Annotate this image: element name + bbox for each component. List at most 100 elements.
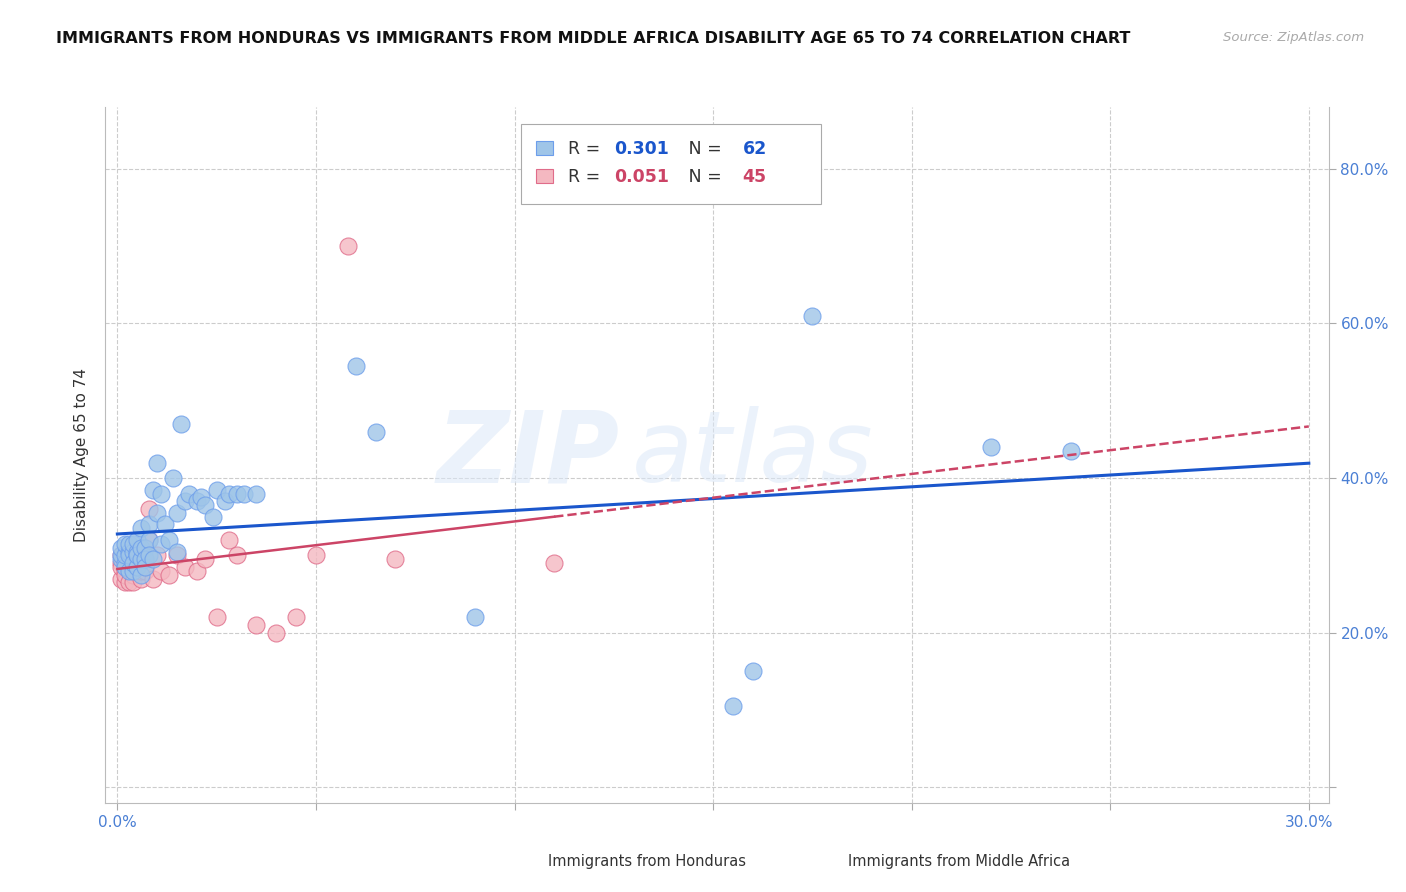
Point bbox=[194, 552, 217, 566]
Point bbox=[122, 567, 145, 582]
Point bbox=[142, 572, 165, 586]
Point bbox=[166, 549, 188, 563]
Point bbox=[118, 544, 141, 558]
Point bbox=[122, 556, 145, 570]
Point bbox=[134, 564, 156, 578]
Point bbox=[162, 471, 184, 485]
FancyBboxPatch shape bbox=[536, 169, 553, 183]
Point bbox=[138, 533, 160, 547]
Point bbox=[114, 537, 136, 551]
Point bbox=[118, 564, 141, 578]
Point bbox=[980, 440, 1002, 454]
Point bbox=[122, 537, 145, 551]
Point bbox=[110, 552, 132, 566]
Point bbox=[122, 564, 145, 578]
Point bbox=[166, 544, 188, 558]
Point bbox=[218, 533, 240, 547]
Point bbox=[166, 506, 188, 520]
Point bbox=[245, 486, 267, 500]
Text: N =: N = bbox=[672, 168, 727, 186]
Point bbox=[721, 699, 744, 714]
Point bbox=[146, 506, 169, 520]
Point bbox=[146, 456, 169, 470]
Point bbox=[110, 572, 132, 586]
Point bbox=[336, 239, 359, 253]
Point bbox=[134, 552, 156, 566]
Text: Source: ZipAtlas.com: Source: ZipAtlas.com bbox=[1223, 31, 1364, 45]
Point bbox=[134, 541, 156, 555]
Point bbox=[264, 625, 287, 640]
FancyBboxPatch shape bbox=[522, 124, 821, 204]
Point bbox=[110, 556, 132, 570]
Text: IMMIGRANTS FROM HONDURAS VS IMMIGRANTS FROM MIDDLE AFRICA DISABILITY AGE 65 TO 7: IMMIGRANTS FROM HONDURAS VS IMMIGRANTS F… bbox=[56, 31, 1130, 46]
Point bbox=[129, 552, 152, 566]
Point bbox=[127, 533, 149, 547]
Point bbox=[190, 491, 212, 505]
Text: R =: R = bbox=[568, 140, 606, 158]
Point bbox=[127, 552, 149, 566]
Point bbox=[110, 549, 132, 563]
Point bbox=[127, 549, 149, 563]
Point bbox=[201, 509, 224, 524]
Point bbox=[233, 486, 256, 500]
Point bbox=[543, 556, 565, 570]
FancyBboxPatch shape bbox=[515, 855, 543, 871]
Point bbox=[129, 567, 152, 582]
Point bbox=[157, 533, 180, 547]
Text: atlas: atlas bbox=[631, 407, 873, 503]
Point bbox=[110, 549, 132, 563]
Point bbox=[122, 544, 145, 558]
FancyBboxPatch shape bbox=[815, 855, 842, 871]
Point bbox=[129, 552, 152, 566]
Point bbox=[134, 552, 156, 566]
Point bbox=[1059, 444, 1081, 458]
Point bbox=[285, 610, 308, 624]
Point bbox=[150, 486, 173, 500]
Point bbox=[118, 564, 141, 578]
Point bbox=[114, 556, 136, 570]
Point bbox=[245, 618, 267, 632]
Y-axis label: Disability Age 65 to 74: Disability Age 65 to 74 bbox=[75, 368, 90, 542]
Point bbox=[186, 564, 208, 578]
Point bbox=[118, 537, 141, 551]
Point bbox=[129, 541, 152, 555]
Text: 45: 45 bbox=[742, 168, 766, 186]
Text: 0.051: 0.051 bbox=[614, 168, 669, 186]
Point bbox=[134, 541, 156, 555]
Point bbox=[142, 483, 165, 497]
Point bbox=[114, 575, 136, 590]
Point bbox=[186, 494, 208, 508]
Point bbox=[110, 541, 132, 555]
Point bbox=[384, 552, 406, 566]
Point bbox=[138, 549, 160, 563]
Text: Immigrants from Honduras: Immigrants from Honduras bbox=[548, 854, 747, 869]
Point bbox=[150, 564, 173, 578]
Point bbox=[173, 560, 195, 574]
Text: Immigrants from Middle Africa: Immigrants from Middle Africa bbox=[848, 854, 1070, 869]
Point bbox=[138, 517, 160, 532]
Point bbox=[214, 494, 236, 508]
Point bbox=[127, 549, 149, 563]
Text: R =: R = bbox=[568, 168, 606, 186]
Point bbox=[114, 549, 136, 563]
Point bbox=[205, 610, 228, 624]
Point bbox=[129, 564, 152, 578]
Point bbox=[129, 572, 152, 586]
Point bbox=[177, 486, 200, 500]
Point bbox=[127, 564, 149, 578]
Point bbox=[364, 425, 387, 439]
Point bbox=[153, 517, 176, 532]
Point bbox=[142, 552, 165, 566]
Point bbox=[118, 549, 141, 563]
Point bbox=[118, 552, 141, 566]
Point bbox=[464, 610, 486, 624]
Point bbox=[114, 560, 136, 574]
Point bbox=[305, 549, 328, 563]
Point bbox=[138, 502, 160, 516]
Point bbox=[218, 486, 240, 500]
Point bbox=[118, 549, 141, 563]
Point bbox=[205, 483, 228, 497]
Point bbox=[110, 560, 132, 574]
Point bbox=[122, 560, 145, 574]
Point bbox=[134, 560, 156, 574]
